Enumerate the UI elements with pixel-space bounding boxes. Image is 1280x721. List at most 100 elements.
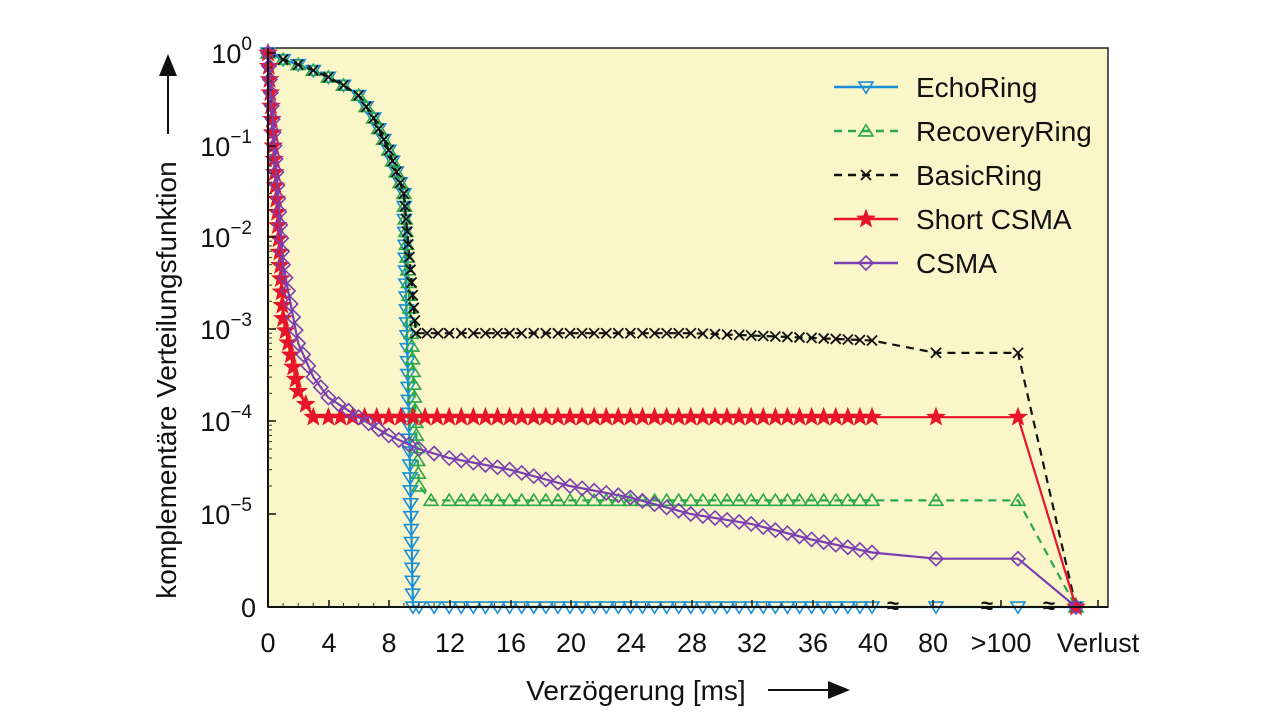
data-point-basicring	[818, 332, 830, 345]
data-point-basicring	[793, 331, 806, 344]
data-point-basicring	[455, 327, 467, 339]
data-point-basicring	[402, 238, 414, 250]
data-point-basicring	[745, 329, 757, 342]
legend-entry-csma: CSMA	[834, 248, 997, 279]
data-point-csma	[501, 461, 518, 478]
data-point-recoveryring	[791, 492, 808, 507]
data-point-csma	[513, 464, 530, 482]
data-point-recoveryring	[766, 492, 784, 507]
x-tick-label: 40	[858, 628, 888, 658]
series-short-csma	[258, 42, 1086, 616]
data-point-csma	[803, 531, 820, 548]
data-point-echoring	[403, 549, 421, 564]
data-point-csma	[380, 427, 397, 444]
data-point-basicring	[673, 327, 685, 339]
data-point-csma	[863, 544, 881, 561]
data-point-csma	[300, 357, 317, 374]
data-point-recoveryring	[863, 492, 881, 507]
data-point-csma	[634, 492, 651, 510]
data-point-recoveryring	[452, 492, 470, 507]
legend-entry-echoring: EchoRing	[834, 72, 1037, 103]
data-point-basicring	[352, 89, 365, 102]
data-point-recoveryring	[409, 465, 427, 479]
data-point-csma	[465, 454, 482, 471]
data-point-echoring	[399, 381, 417, 396]
y-tick-label: 10−5	[200, 495, 252, 530]
data-point-basicring	[503, 327, 516, 339]
data-point-csma	[670, 502, 687, 519]
data-point-csma	[827, 536, 844, 553]
data-point-csma	[295, 346, 312, 363]
legend-marker	[857, 81, 875, 95]
legend-entry-short-csma: Short CSMA	[834, 204, 1072, 235]
data-point-recoveryring	[742, 492, 760, 507]
data-point-basicring	[409, 314, 421, 327]
data-point-recoveryring	[365, 110, 383, 124]
data-point-csma	[561, 477, 579, 495]
data-point-csma	[280, 282, 297, 300]
data-point-csma	[743, 515, 760, 533]
data-point-recoveryring	[370, 120, 388, 135]
data-point-basicring	[830, 333, 842, 345]
data-point-recoveryring	[403, 338, 421, 352]
data-point-basicring	[292, 58, 304, 71]
data-point-echoring	[404, 588, 422, 602]
data-point-echoring	[399, 355, 417, 370]
data-point-csma	[706, 509, 724, 527]
data-point-basicring	[467, 327, 479, 339]
data-point-basicring	[407, 289, 419, 301]
data-point-basicring	[757, 330, 769, 342]
data-point-short-csma	[272, 294, 293, 314]
data-point-recoveryring	[851, 492, 869, 507]
data-point-echoring	[403, 536, 420, 551]
data-point-basicring	[564, 327, 576, 339]
data-point-basicring	[337, 79, 350, 91]
y-tick-label: 10−2	[200, 218, 252, 253]
x-axis-title: Verzögerung [ms]	[526, 675, 745, 706]
legend-entry-basicring: BasicRing	[834, 160, 1042, 191]
data-point-basicring	[805, 332, 818, 344]
x-tick-label: 32	[737, 628, 767, 658]
data-point-csma	[815, 533, 832, 551]
data-point-basicring	[781, 331, 794, 343]
legend-entry-recoveryring: RecoveryRing	[834, 116, 1092, 147]
data-point-basicring	[408, 302, 420, 314]
data-point-basicring	[842, 333, 854, 346]
data-point-csma	[755, 518, 772, 536]
data-point-basicring	[403, 251, 416, 263]
series-csma	[259, 44, 1085, 616]
data-point-recoveryring	[585, 492, 603, 507]
data-point-recoveryring	[682, 492, 700, 507]
data-point-basicring	[552, 327, 564, 339]
data-point-echoring	[399, 368, 417, 383]
data-point-recoveryring	[839, 492, 857, 507]
data-point-basicring	[733, 329, 745, 341]
data-point-recoveryring	[396, 211, 414, 225]
data-point-recoveryring	[718, 492, 736, 507]
data-point-csma	[730, 513, 748, 531]
y-tick-label: 10−1	[200, 127, 252, 162]
data-point-basicring	[709, 328, 721, 340]
data-point-basicring	[1012, 347, 1024, 359]
data-point-recoveryring	[464, 492, 482, 507]
data-point-basicring	[443, 327, 455, 339]
y-tick-label: 10−3	[200, 310, 252, 345]
data-point-csma	[839, 539, 856, 556]
x-tick-label: 24	[616, 628, 646, 658]
data-point-recoveryring	[335, 77, 352, 91]
data-point-recoveryring	[405, 376, 423, 390]
data-point-csma	[410, 440, 428, 458]
data-point-recoveryring	[815, 492, 833, 507]
data-point-csma	[549, 474, 567, 491]
data-point-recoveryring	[404, 363, 422, 378]
data-point-csma	[646, 496, 663, 513]
data-point-recoveryring	[549, 492, 567, 507]
data-point-basicring	[386, 155, 399, 167]
data-point-recoveryring	[537, 492, 555, 507]
data-point-csma	[586, 482, 603, 499]
data-point-csma	[390, 431, 407, 449]
data-point-basicring	[600, 327, 612, 339]
data-point-recoveryring	[513, 492, 531, 507]
data-point-recoveryring	[384, 153, 402, 167]
data-point-csma	[282, 295, 299, 313]
